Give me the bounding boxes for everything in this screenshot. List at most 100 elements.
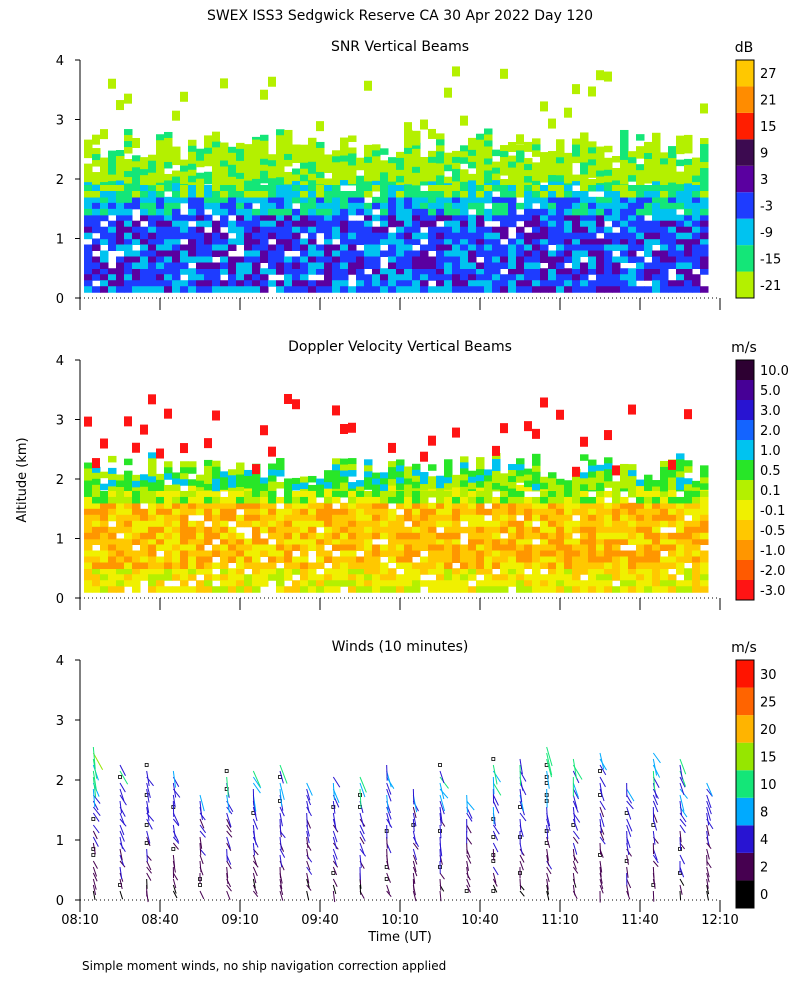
wind-barb <box>226 776 229 797</box>
heatmap-cell <box>156 262 165 269</box>
heatmap-cell <box>308 484 317 492</box>
heatmap-cell <box>260 514 269 522</box>
wind-barb <box>439 806 443 823</box>
heatmap-cell <box>676 586 685 593</box>
heatmap-cell <box>484 274 493 281</box>
wind-calm-marker <box>144 763 149 767</box>
heatmap-cell <box>356 175 365 183</box>
heatmap-cell <box>684 158 693 166</box>
heatmap-cell <box>676 520 685 528</box>
y-tick-label: 2 <box>56 774 64 789</box>
heatmap-cell <box>388 280 397 287</box>
colorbar-swatch <box>736 540 754 560</box>
heatmap-cell <box>292 168 301 176</box>
heatmap-cell <box>228 568 237 575</box>
heatmap-cell <box>644 238 653 245</box>
heatmap-cell <box>668 574 677 581</box>
heatmap-cell <box>588 256 597 263</box>
heatmap-cell <box>188 208 197 216</box>
heatmap-cell <box>276 153 285 160</box>
heatmap-cell <box>252 544 261 551</box>
heatmap-cell <box>356 520 365 528</box>
heatmap-cell <box>692 220 701 228</box>
heatmap-cell <box>428 580 437 587</box>
heatmap-cell <box>196 250 205 257</box>
heatmap-cell <box>572 232 581 240</box>
heatmap-cell <box>220 568 229 575</box>
heatmap-cell <box>236 196 245 204</box>
heatmap-cell <box>108 562 117 569</box>
y-tick-label: 4 <box>56 654 64 669</box>
heatmap-cell <box>428 191 437 198</box>
heatmap-cell <box>196 520 205 528</box>
heatmap-cell <box>332 162 341 169</box>
heatmap-cell <box>388 508 397 516</box>
heatmap-cell <box>572 150 581 158</box>
heatmap-cell <box>492 556 501 563</box>
heatmap-cell <box>516 544 525 551</box>
heatmap-cell <box>388 244 397 251</box>
heatmap-cell <box>284 244 293 251</box>
heatmap-cell <box>396 580 405 587</box>
heatmap-cell <box>428 256 437 263</box>
heatmap-cell <box>388 550 397 557</box>
heatmap-cell <box>156 170 165 177</box>
x-tick-label: 10:40 <box>461 913 498 928</box>
heatmap-cell <box>92 586 101 593</box>
heatmap-cell <box>148 286 157 293</box>
heatmap-cell <box>284 586 293 593</box>
heatmap-cell <box>604 202 613 210</box>
heatmap-cell <box>484 164 493 171</box>
wind-barb <box>119 782 126 793</box>
heatmap-cell <box>452 520 461 528</box>
heatmap-cell <box>452 220 461 228</box>
heatmap-cell <box>188 214 197 222</box>
wind-barb <box>466 884 471 893</box>
heatmap-cell <box>148 232 157 240</box>
heatmap-cell <box>492 214 501 222</box>
heatmap-cell <box>556 232 565 240</box>
heatmap-cell <box>276 586 285 593</box>
wind-barb <box>332 800 336 814</box>
heatmap-cell <box>700 268 709 275</box>
heatmap-cell <box>372 262 381 269</box>
heatmap-cell <box>396 262 405 269</box>
heatmap-cell <box>188 238 197 245</box>
wind-barb <box>412 866 418 877</box>
heatmap-cell <box>300 174 309 182</box>
heatmap-cell <box>156 514 165 522</box>
heatmap-cell <box>156 586 165 593</box>
heatmap-cell <box>460 220 469 228</box>
heatmap-cell <box>676 471 685 478</box>
heatmap-cell <box>236 268 245 275</box>
heatmap-cell <box>172 484 181 491</box>
heatmap-cell <box>524 574 533 581</box>
heatmap-cell <box>404 153 413 161</box>
heatmap-cell <box>164 286 173 293</box>
wind-barb <box>546 758 553 778</box>
wind-barb <box>172 884 177 894</box>
heatmap-cell <box>492 274 501 281</box>
heatmap-cell <box>468 256 477 263</box>
heatmap-cell <box>524 220 533 228</box>
heatmap-cell <box>108 455 117 463</box>
heatmap-cell <box>172 286 181 293</box>
heatmap-cell <box>268 544 277 551</box>
heatmap-cell <box>364 550 373 557</box>
heatmap-cell <box>468 274 477 281</box>
heatmap-cell <box>428 556 437 563</box>
heatmap-cell <box>108 162 117 170</box>
heatmap-cell <box>308 520 317 528</box>
wind-barb <box>92 836 99 847</box>
heatmap-cell <box>324 476 333 483</box>
heatmap-cell <box>684 580 693 587</box>
heatmap-cell <box>196 214 205 222</box>
heatmap-cell <box>268 490 277 498</box>
heatmap-cell <box>540 214 549 222</box>
heatmap-cell <box>412 256 421 263</box>
heatmap-cell <box>500 556 509 563</box>
heatmap-cell <box>556 151 565 158</box>
heatmap-cell <box>228 191 237 198</box>
heatmap-cell <box>668 256 677 263</box>
heatmap-cell <box>436 238 445 245</box>
